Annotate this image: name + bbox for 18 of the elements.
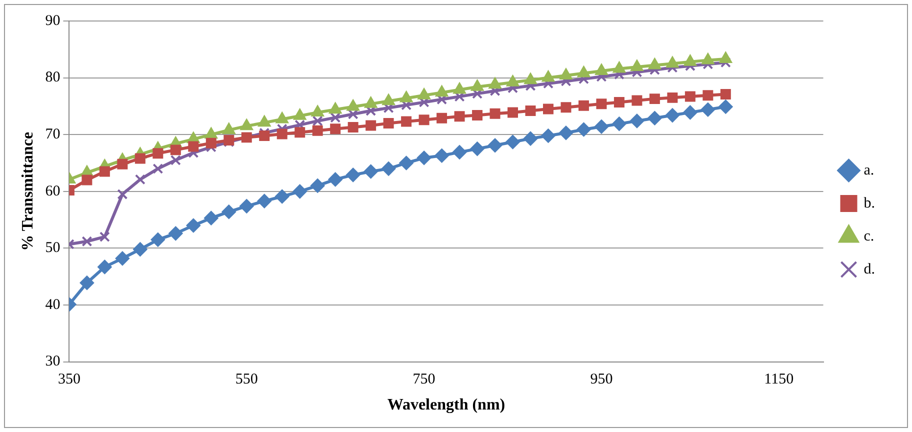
x-tick-label: 550 xyxy=(235,372,258,388)
y-tick-label: 30 xyxy=(45,354,60,370)
x-tick-label: 950 xyxy=(590,372,613,388)
legend-label: a. xyxy=(864,162,874,178)
y-axis-title: % Transmittance xyxy=(20,132,37,251)
y-tick-label: 60 xyxy=(45,183,60,200)
x-tick-label: 1150 xyxy=(764,372,794,388)
y-tick-label: 50 xyxy=(45,240,60,256)
legend-label: b. xyxy=(864,195,875,212)
y-tick-label: 90 xyxy=(45,12,60,29)
legend-label: c. xyxy=(864,228,874,244)
y-tick-label: 40 xyxy=(45,296,60,313)
x-axis-title: Wavelength (nm) xyxy=(387,396,506,414)
y-tick-label: 80 xyxy=(45,70,60,86)
legend-label: d. xyxy=(864,261,875,278)
x-tick-label: 750 xyxy=(412,372,436,388)
x-tick-label: 350 xyxy=(58,372,80,388)
y-tick-label: 70 xyxy=(45,126,60,143)
